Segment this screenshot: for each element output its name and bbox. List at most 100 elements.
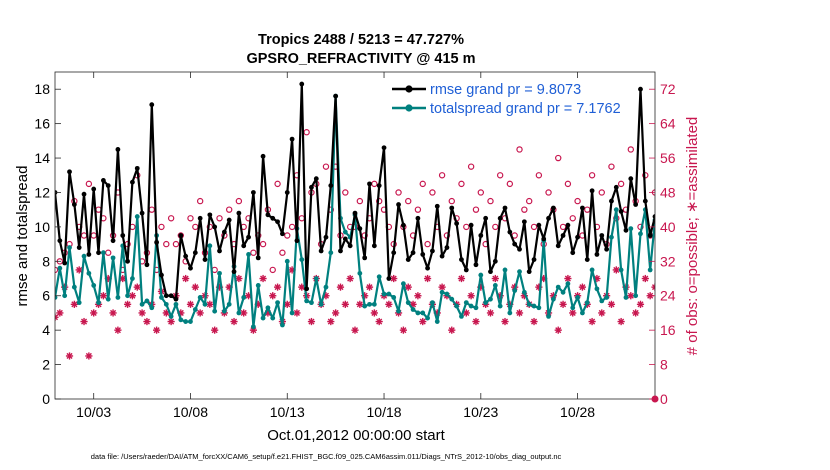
assimilated-obs-marker bbox=[293, 309, 301, 317]
possible-obs-marker bbox=[525, 197, 533, 205]
assimilated-obs-marker bbox=[269, 292, 277, 300]
totalspread-point bbox=[110, 255, 116, 261]
y-tick-label: 14 bbox=[34, 150, 50, 166]
possible-obs-marker bbox=[467, 163, 475, 170]
totalspread-point bbox=[745, 247, 750, 252]
y-axis-label: rmse and totalspread bbox=[14, 166, 31, 307]
totalspread-point bbox=[255, 283, 261, 288]
totalspread-point bbox=[115, 295, 121, 300]
possible-obs-marker bbox=[167, 215, 175, 222]
totalspread-point bbox=[81, 253, 87, 259]
totalspread-point bbox=[309, 300, 314, 306]
possible-obs-marker bbox=[730, 190, 735, 195]
assimilated-obs-marker bbox=[385, 300, 393, 308]
totalspread-point bbox=[67, 245, 72, 250]
totalspread-point bbox=[526, 301, 532, 307]
y-right-tick-label: 72 bbox=[660, 81, 676, 97]
totalspread-point bbox=[328, 250, 334, 256]
rmse-point bbox=[502, 205, 508, 211]
rmse-point bbox=[521, 219, 527, 225]
rmse-point bbox=[604, 246, 610, 252]
totalspread-point bbox=[304, 298, 310, 304]
rmse-point bbox=[580, 205, 585, 211]
totalspread-point bbox=[783, 264, 788, 269]
totalspread-point bbox=[764, 261, 769, 266]
assimilated-obs-marker bbox=[491, 274, 499, 283]
y-tick-label: 2 bbox=[42, 357, 50, 373]
possible-obs-marker bbox=[414, 206, 422, 213]
y-tick-label: 18 bbox=[34, 81, 50, 97]
rmse-point bbox=[260, 153, 266, 159]
rmse-point bbox=[371, 243, 377, 249]
rmse-point bbox=[463, 267, 469, 273]
chart-subtitle: GPSRO_REFRACTIVITY @ 415 m bbox=[246, 51, 475, 67]
y-right-tick-label: 64 bbox=[660, 116, 676, 132]
legend-totalspread-marker bbox=[405, 104, 413, 112]
rmse-point bbox=[168, 293, 174, 299]
rmse-point bbox=[159, 272, 164, 278]
rmse-point bbox=[386, 276, 392, 281]
rmse-point bbox=[284, 190, 290, 195]
assimilated-obs-marker bbox=[114, 326, 122, 334]
totalspread-point bbox=[550, 296, 556, 302]
totalspread-point bbox=[149, 305, 155, 311]
totalspread-point bbox=[798, 309, 803, 314]
possible-obs-marker bbox=[773, 190, 778, 195]
rmse-point bbox=[589, 188, 595, 194]
possible-obs-marker bbox=[105, 249, 112, 256]
totalspread-point bbox=[570, 305, 576, 311]
totalspread-point bbox=[159, 295, 164, 300]
totalspread-point bbox=[323, 284, 329, 290]
possible-obs-marker bbox=[759, 181, 764, 186]
assimilated-obs-marker bbox=[186, 300, 195, 308]
possible-obs-marker bbox=[506, 180, 514, 188]
totalspread-point bbox=[362, 303, 368, 309]
totalspread-point bbox=[183, 319, 189, 324]
totalspread-point bbox=[546, 313, 551, 319]
possible-obs-marker bbox=[516, 146, 523, 153]
x-axis-label: Oct.01,2012 00:00:00 start bbox=[267, 427, 445, 444]
assimilated-obs-marker bbox=[70, 300, 78, 308]
assimilated-obs-marker bbox=[414, 292, 422, 300]
rmse-point bbox=[381, 145, 387, 151]
assimilated-obs-marker bbox=[298, 283, 306, 291]
possible-obs-marker bbox=[225, 206, 233, 213]
y-tick-label: 12 bbox=[34, 184, 50, 200]
totalspread-point bbox=[512, 288, 518, 293]
assimilated-obs-marker bbox=[346, 274, 354, 283]
assimilated-obs-marker bbox=[143, 317, 151, 326]
assimilated-obs-marker bbox=[530, 317, 538, 326]
assimilated-obs-marker bbox=[356, 300, 364, 308]
assimilated-obs-marker bbox=[709, 309, 716, 316]
totalspread-point bbox=[599, 298, 605, 304]
assimilated-obs-marker bbox=[768, 309, 775, 316]
rmse-point bbox=[96, 250, 101, 256]
possible-obs-marker bbox=[356, 197, 364, 205]
rmse-line bbox=[55, 82, 655, 301]
totalspread-point bbox=[367, 301, 372, 307]
assimilated-obs-marker bbox=[554, 326, 562, 334]
rmse-point bbox=[338, 248, 343, 254]
totalspread-point bbox=[618, 267, 624, 273]
rmse-point bbox=[565, 222, 571, 228]
rmse-point bbox=[362, 255, 368, 261]
rmse-point bbox=[405, 257, 411, 262]
possible-obs-marker bbox=[148, 206, 155, 213]
assimilated-obs-marker bbox=[719, 284, 726, 291]
totalspread-point bbox=[555, 284, 561, 290]
y-tick-label: 6 bbox=[42, 288, 50, 304]
assimilated-obs-marker bbox=[128, 292, 137, 300]
rmse-point bbox=[342, 236, 348, 242]
assimilated-obs-marker bbox=[782, 284, 789, 291]
rmse-point bbox=[400, 222, 406, 228]
totalspread-point bbox=[173, 301, 179, 307]
possible-obs-marker bbox=[530, 223, 538, 231]
totalspread-point bbox=[91, 283, 97, 288]
assimilated-obs-marker bbox=[109, 309, 117, 317]
totalspread-point bbox=[454, 303, 460, 309]
rmse-point bbox=[430, 248, 435, 254]
rmse-point bbox=[783, 187, 788, 192]
assimilated-obs-marker bbox=[501, 317, 509, 326]
rmse-point bbox=[192, 250, 198, 256]
rmse-point bbox=[86, 252, 92, 257]
